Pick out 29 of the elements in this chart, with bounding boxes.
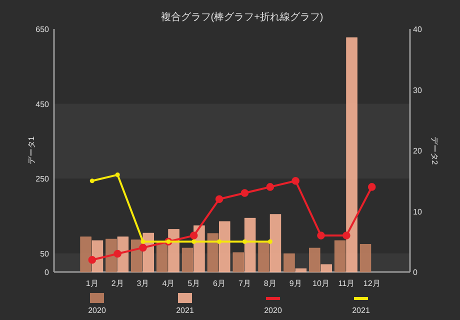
x-tick-label: 10月 (312, 279, 330, 288)
x-tick-label: 4月 (162, 279, 175, 288)
x-tick-label: 8月 (264, 279, 276, 288)
legend-label: 2021 (352, 306, 370, 315)
y-tick-label: 450 (36, 100, 50, 109)
y-axis-title: データ1 (27, 136, 36, 165)
x-tick-label: 9月 (289, 279, 302, 288)
y-tick-label: 50 (40, 249, 50, 258)
x-tick-label: 1月 (86, 279, 98, 288)
x-tick-label: 11月 (338, 279, 355, 288)
x-tick-label: 12月 (363, 279, 380, 288)
y2-axis-title: データ2 (430, 136, 439, 166)
y2-tick-label: 0 (413, 268, 418, 277)
y2-tick-label: 10 (413, 207, 422, 216)
y2-tick-label: 30 (413, 86, 422, 95)
x-tick-label: 3月 (136, 279, 150, 288)
y-tick-label: 650 (36, 25, 50, 34)
chart-title: 複合グラフ(棒グラフ+折れ線グラフ) (160, 11, 324, 23)
legend-label: 2021 (176, 306, 194, 315)
x-tick-label: 5月 (188, 279, 200, 288)
y-tick-label: 0 (44, 268, 50, 277)
x-tick-label: 7月 (238, 279, 251, 288)
x-tick-label: 6月 (213, 279, 226, 288)
y2-tick-label: 20 (413, 146, 422, 156)
legend-label: 2020 (88, 306, 106, 315)
y2-tick-label: 40 (413, 25, 422, 34)
x-tick-label: 2月 (111, 279, 124, 288)
y-tick-label: 250 (36, 174, 50, 184)
legend-label: 2020 (264, 306, 282, 315)
